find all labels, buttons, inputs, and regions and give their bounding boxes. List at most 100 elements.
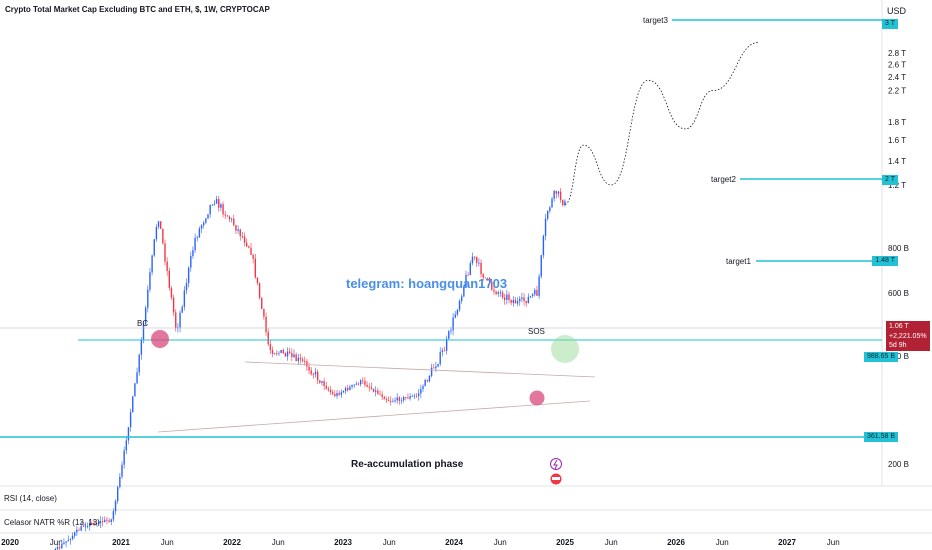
triangle-upper-line bbox=[244, 361, 596, 378]
candle-body bbox=[230, 218, 233, 220]
candle-body bbox=[261, 297, 263, 309]
candle-body bbox=[390, 401, 392, 402]
candle-body bbox=[465, 274, 467, 287]
candle-body bbox=[379, 393, 381, 395]
candle-body bbox=[284, 352, 287, 357]
candle-body bbox=[215, 198, 218, 204]
last-price-tag: 1.06 T +2,221.05% 5d 9h bbox=[886, 321, 930, 351]
bc-marker bbox=[151, 330, 169, 348]
candle-body bbox=[134, 383, 136, 397]
candle-body bbox=[319, 380, 321, 383]
candle-body bbox=[499, 292, 502, 294]
candle-body bbox=[452, 317, 454, 331]
candle-body bbox=[86, 526, 89, 528]
candle-body bbox=[553, 190, 555, 199]
candle-body bbox=[112, 511, 115, 520]
candle-body bbox=[183, 290, 186, 307]
candle-body bbox=[454, 314, 456, 318]
last-price-change: +2,221.05% bbox=[889, 332, 927, 340]
candle-body bbox=[97, 523, 100, 524]
candle-body bbox=[138, 354, 140, 373]
candle-body bbox=[377, 390, 379, 394]
candle-body bbox=[428, 376, 431, 382]
candle-body bbox=[456, 309, 459, 315]
candle-body bbox=[402, 396, 405, 401]
candle-body bbox=[409, 396, 411, 399]
candle-body bbox=[54, 548, 57, 550]
candle-body bbox=[235, 225, 237, 231]
candle-body bbox=[519, 298, 521, 302]
candle-body bbox=[213, 203, 216, 205]
candle-body bbox=[136, 372, 138, 384]
candle-body bbox=[514, 300, 517, 304]
target1-price-tag: 1.48 T bbox=[872, 256, 898, 266]
candle-body bbox=[299, 357, 302, 360]
currency-label[interactable]: USD bbox=[886, 6, 906, 16]
candle-body bbox=[531, 294, 534, 297]
candle-body bbox=[564, 201, 566, 206]
candle-body bbox=[353, 384, 355, 386]
candle-body bbox=[110, 519, 112, 522]
candle-body bbox=[529, 296, 532, 297]
candle-body bbox=[106, 519, 108, 521]
spring-marker bbox=[529, 390, 545, 406]
candle-body bbox=[278, 352, 280, 354]
candle-body bbox=[160, 221, 162, 229]
candle-body bbox=[95, 523, 97, 525]
candle-body bbox=[329, 389, 332, 393]
bar-countdown: 5d 9h bbox=[889, 342, 907, 349]
candle-body bbox=[69, 539, 72, 540]
candle-body bbox=[538, 276, 540, 296]
candle-body bbox=[218, 198, 220, 208]
candle-body bbox=[101, 521, 104, 522]
candle-body bbox=[254, 258, 256, 278]
candle-body bbox=[323, 381, 325, 386]
candle-body bbox=[144, 307, 147, 325]
candle-body bbox=[308, 366, 310, 371]
candle-body bbox=[65, 541, 67, 543]
target3-price-tag: 3 T bbox=[882, 19, 898, 29]
candle-body bbox=[84, 526, 87, 528]
candle-body bbox=[71, 535, 74, 540]
candle-body bbox=[334, 394, 336, 396]
flag-glyph bbox=[552, 477, 560, 480]
x-tick-label: 2022 bbox=[223, 538, 241, 547]
y-tick-label: 1.4 T bbox=[888, 157, 906, 166]
candle-body bbox=[164, 243, 166, 262]
candle-body bbox=[471, 256, 474, 264]
candle-body bbox=[243, 236, 246, 243]
candle-body bbox=[291, 352, 293, 358]
candle-body bbox=[463, 286, 465, 297]
candle-body bbox=[375, 390, 377, 392]
candle-body bbox=[430, 367, 433, 377]
candle-body bbox=[493, 289, 495, 292]
candle-body bbox=[480, 262, 482, 275]
candle-body bbox=[168, 270, 170, 288]
candle-body bbox=[450, 330, 452, 332]
x-tick-label: 2020 bbox=[1, 538, 19, 547]
y-tick-label: 2.2 T bbox=[888, 87, 906, 96]
rsi-indicator-label[interactable]: RSI (14, close) bbox=[4, 494, 57, 503]
candle-body bbox=[149, 272, 151, 290]
candle-body bbox=[263, 308, 265, 317]
sos-marker bbox=[551, 335, 579, 363]
candle-body bbox=[80, 526, 82, 531]
y-tick-label: 1.2 T bbox=[888, 181, 906, 190]
candle-body bbox=[151, 255, 153, 273]
candle-body bbox=[293, 354, 295, 358]
candle-body bbox=[209, 204, 211, 215]
natr-indicator-label[interactable]: Celasor NATR %R (13, 13) bbox=[4, 518, 100, 527]
candle-body bbox=[321, 381, 323, 383]
bc-label: BC bbox=[137, 319, 149, 328]
candle-body bbox=[99, 521, 102, 524]
candle-body bbox=[357, 383, 360, 385]
candle-body bbox=[190, 256, 192, 268]
candle-body bbox=[312, 374, 315, 376]
candle-body bbox=[344, 388, 347, 392]
y-tick-label: 600 B bbox=[888, 289, 909, 298]
candle-body bbox=[286, 351, 289, 357]
candle-body bbox=[282, 350, 284, 353]
candle-body bbox=[198, 228, 201, 238]
candle-body bbox=[273, 353, 276, 355]
